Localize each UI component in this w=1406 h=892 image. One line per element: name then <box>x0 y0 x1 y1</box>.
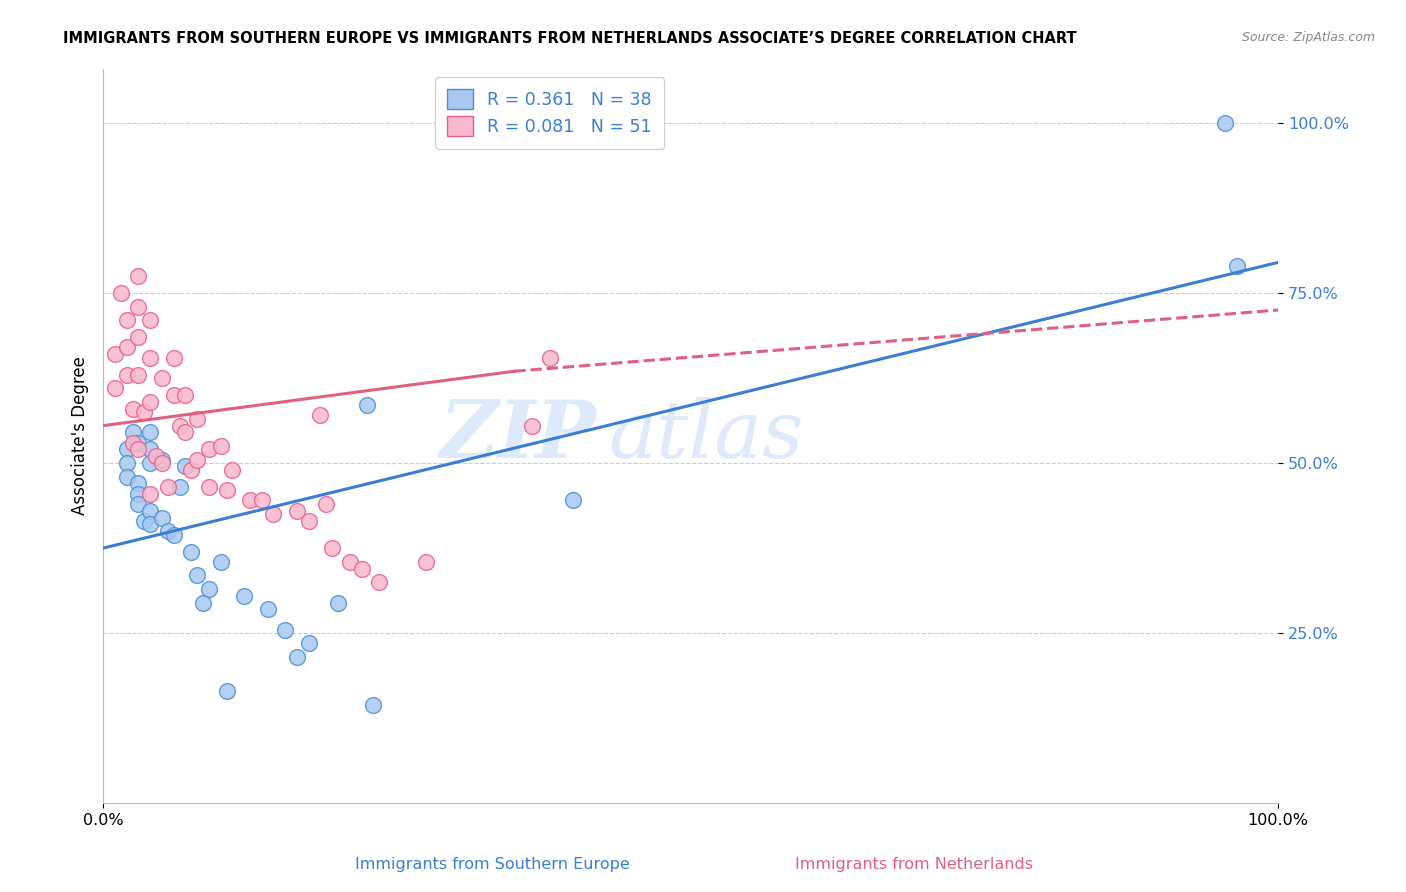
Point <box>139 395 162 409</box>
Point <box>562 493 585 508</box>
Point <box>209 439 232 453</box>
Point <box>104 381 127 395</box>
Text: ZIP: ZIP <box>440 397 596 475</box>
Point <box>127 268 149 283</box>
Point <box>127 330 149 344</box>
Point <box>115 442 138 457</box>
Point <box>198 442 221 457</box>
Text: Immigrants from Netherlands: Immigrants from Netherlands <box>794 857 1033 872</box>
Point <box>169 480 191 494</box>
Point <box>169 418 191 433</box>
Point <box>186 412 208 426</box>
Point <box>127 497 149 511</box>
Point <box>274 623 297 637</box>
Point <box>1226 259 1249 273</box>
Point <box>180 463 202 477</box>
Point <box>127 300 149 314</box>
Point <box>121 425 143 440</box>
Point <box>368 575 391 590</box>
Point <box>174 388 197 402</box>
Point <box>127 442 149 457</box>
Point <box>198 582 221 596</box>
Point <box>139 313 162 327</box>
Point <box>174 425 197 440</box>
Point <box>104 347 127 361</box>
Point <box>156 480 179 494</box>
Text: Source: ZipAtlas.com: Source: ZipAtlas.com <box>1241 31 1375 45</box>
Point <box>162 351 184 365</box>
Point <box>339 555 361 569</box>
Text: atlas: atlas <box>609 397 804 475</box>
Point <box>127 368 149 382</box>
Point <box>315 497 337 511</box>
Point <box>250 493 273 508</box>
Point <box>150 510 173 524</box>
Legend: R = 0.361   N = 38, R = 0.081   N = 51: R = 0.361 N = 38, R = 0.081 N = 51 <box>436 78 664 149</box>
Point <box>221 463 243 477</box>
Point <box>285 504 308 518</box>
Point <box>134 405 156 419</box>
Point <box>139 425 162 440</box>
Point <box>298 514 321 528</box>
Point <box>191 595 214 609</box>
Point <box>239 493 262 508</box>
Point <box>198 480 221 494</box>
Point <box>309 409 332 423</box>
Point <box>139 517 162 532</box>
Point <box>127 486 149 500</box>
Point <box>139 442 162 457</box>
Point <box>326 595 349 609</box>
Point <box>115 340 138 354</box>
Point <box>162 388 184 402</box>
Point <box>139 486 162 500</box>
Point <box>121 435 143 450</box>
Point <box>321 541 343 555</box>
Point <box>156 524 179 538</box>
Point <box>139 504 162 518</box>
Point <box>1213 116 1236 130</box>
Point <box>150 371 173 385</box>
Point <box>121 401 143 416</box>
Point <box>209 555 232 569</box>
Point <box>115 456 138 470</box>
Point <box>127 476 149 491</box>
Point <box>263 507 285 521</box>
Point <box>174 459 197 474</box>
Point <box>520 418 543 433</box>
Point <box>150 456 173 470</box>
Text: IMMIGRANTS FROM SOUTHERN EUROPE VS IMMIGRANTS FROM NETHERLANDS ASSOCIATE’S DEGRE: IMMIGRANTS FROM SOUTHERN EUROPE VS IMMIG… <box>63 31 1077 46</box>
Point <box>134 514 156 528</box>
Point <box>215 684 238 698</box>
Point <box>233 589 256 603</box>
Point <box>127 435 149 450</box>
Point <box>162 527 184 541</box>
Point <box>356 398 378 412</box>
Point <box>115 469 138 483</box>
Point <box>256 602 278 616</box>
Point <box>538 351 561 365</box>
Point <box>139 456 162 470</box>
Point <box>145 450 167 464</box>
Point <box>139 351 162 365</box>
Point <box>415 555 437 569</box>
Point <box>215 483 238 498</box>
Point <box>115 368 138 382</box>
Point <box>350 561 373 575</box>
Text: Immigrants from Southern Europe: Immigrants from Southern Europe <box>354 857 630 872</box>
Point <box>186 568 208 582</box>
Point <box>115 313 138 327</box>
Point <box>180 544 202 558</box>
Point <box>363 698 385 712</box>
Point <box>186 452 208 467</box>
Point <box>110 285 132 300</box>
Point <box>285 650 308 665</box>
Y-axis label: Associate's Degree: Associate's Degree <box>72 357 89 516</box>
Point <box>150 452 173 467</box>
Point <box>298 636 321 650</box>
